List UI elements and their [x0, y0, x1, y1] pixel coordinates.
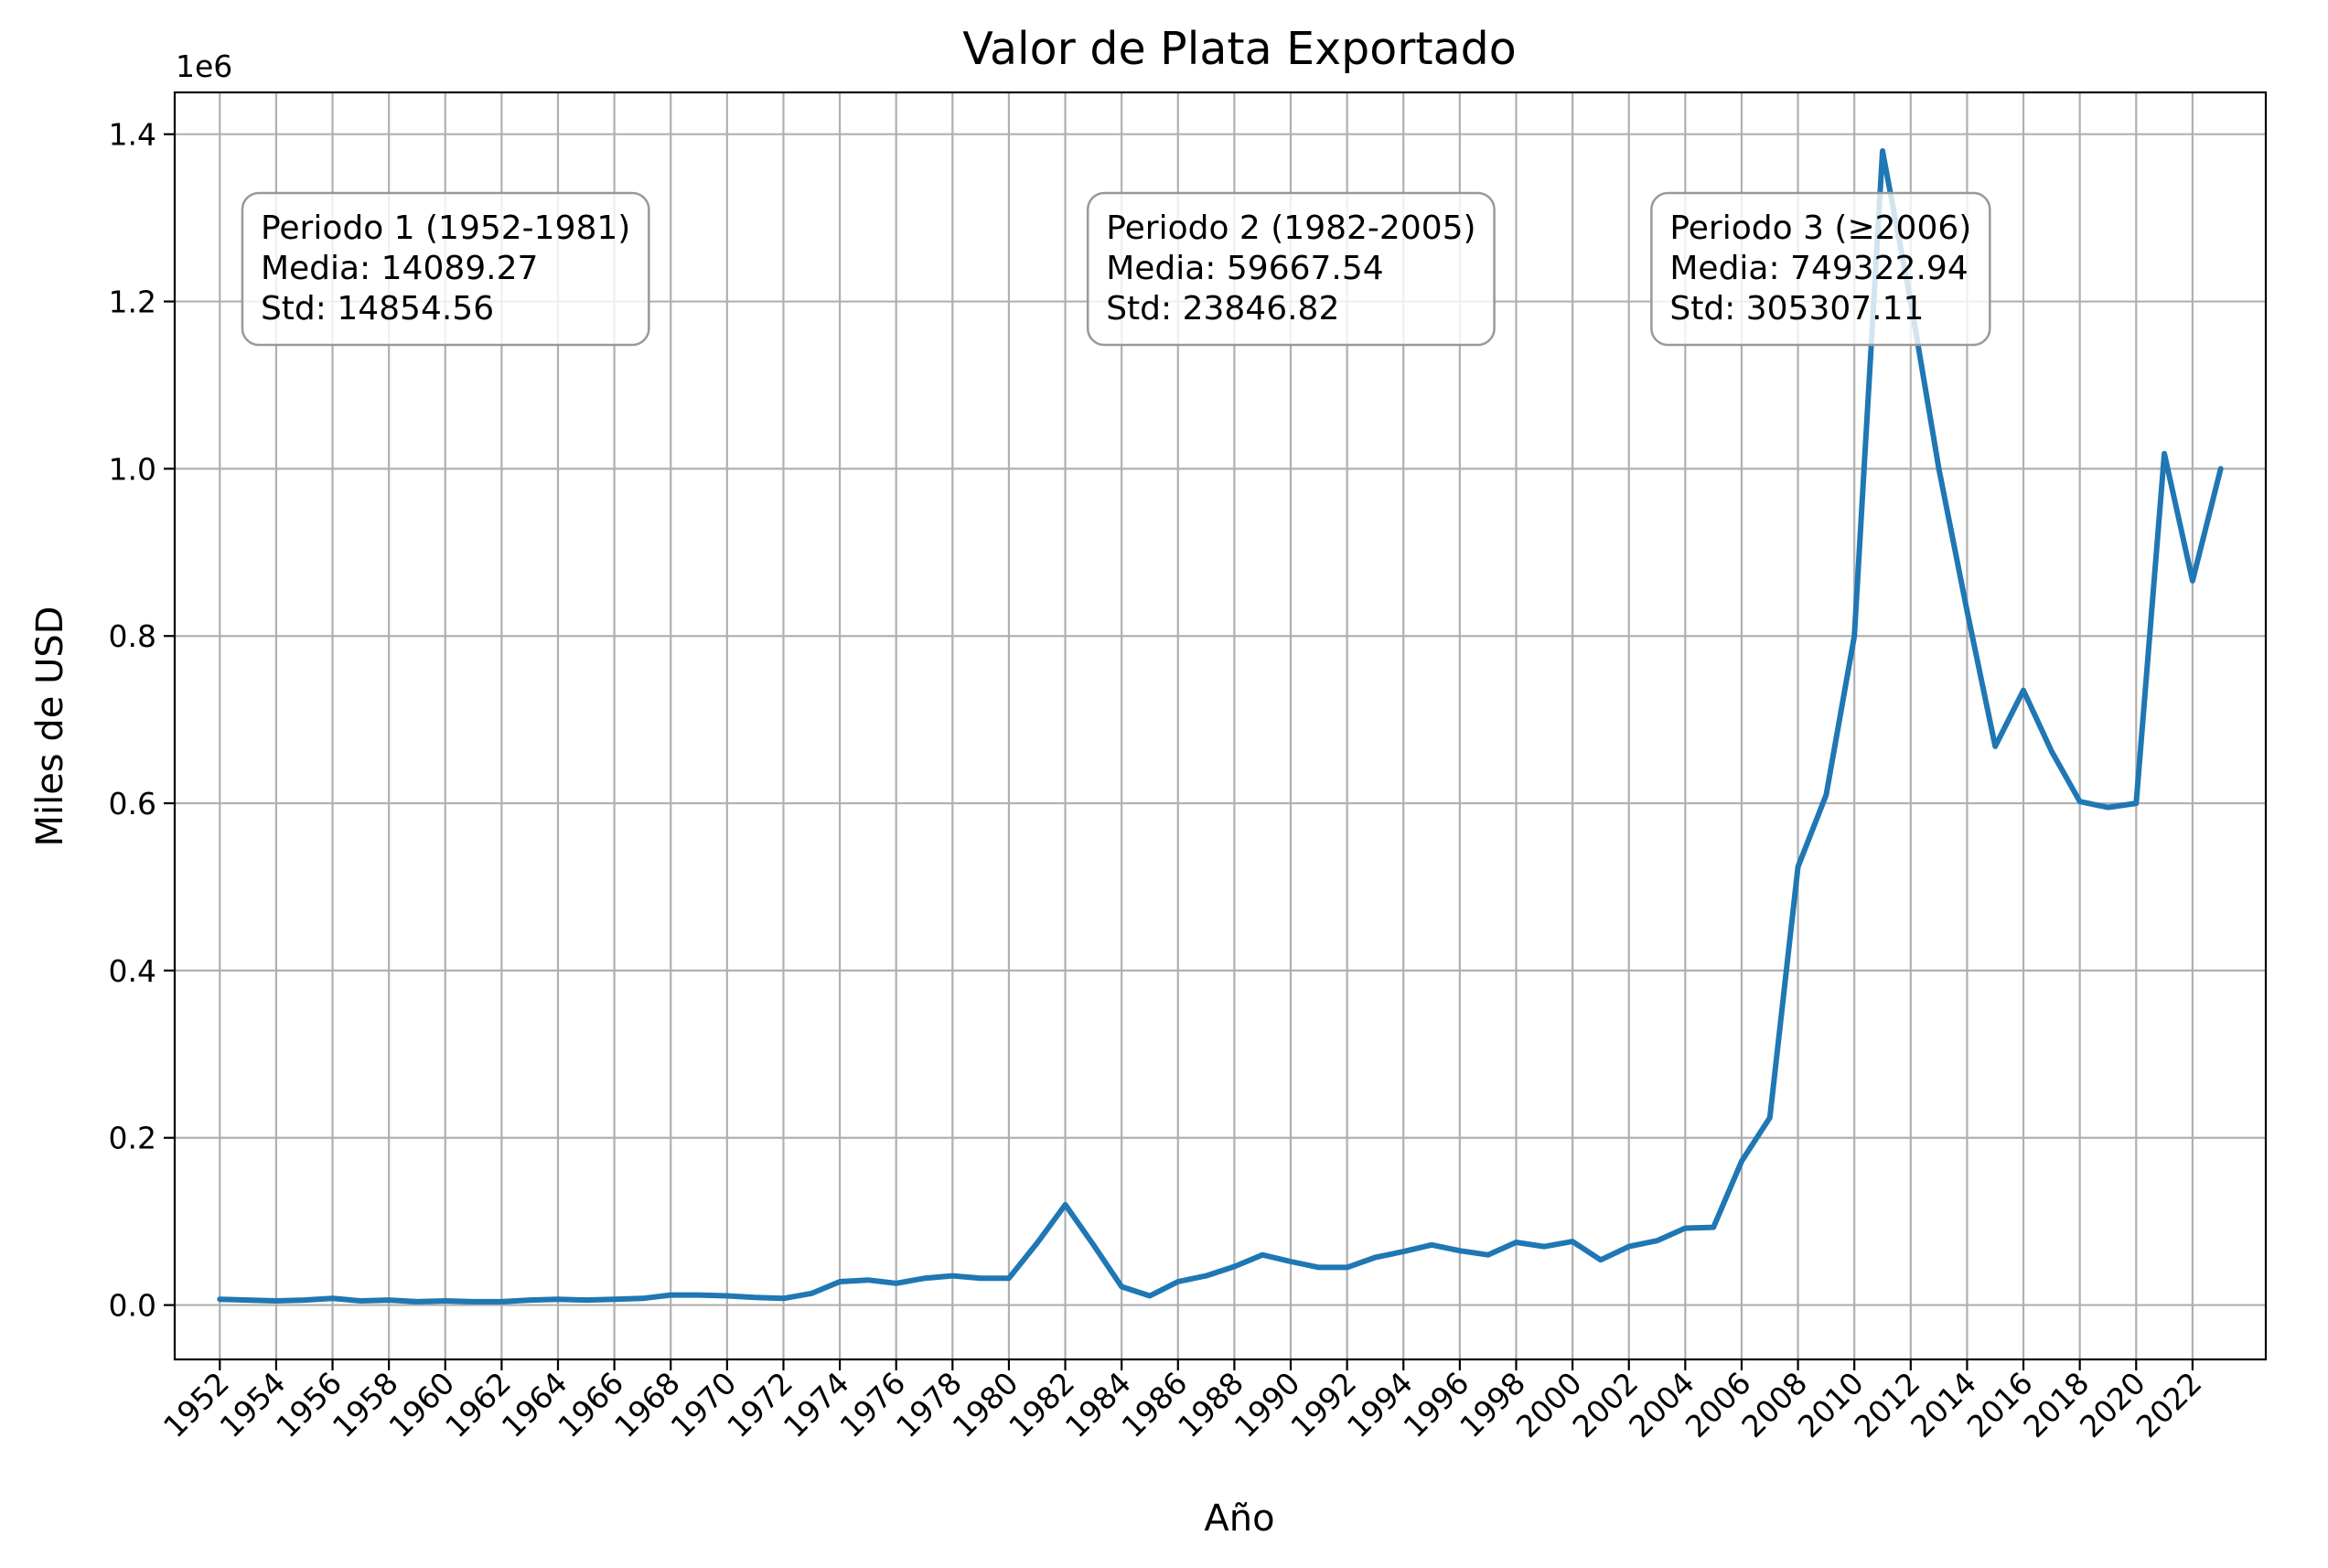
series-line [217, 148, 2224, 1305]
annotation-frame [241, 191, 650, 347]
x-axis-label: Año [1204, 1498, 1274, 1540]
annotation-frame [1650, 191, 1991, 347]
y-offset-label: 1e6 [176, 48, 232, 84]
y-tick-label: 0.4 [109, 953, 156, 989]
annotation-layer: Periodo 1 (1952-1981)Media: 14089.27Std:… [241, 191, 1991, 347]
annotation-text: Media: 14089.27 [261, 250, 538, 287]
y-tick-label: 1.2 [109, 285, 156, 320]
annotation-text: Periodo 1 (1952-1981) [261, 209, 630, 247]
annotation-text: Periodo 2 (1982-2005) [1106, 209, 1475, 247]
series-layer [217, 148, 2224, 1305]
annotation-box: Periodo 2 (1982-2005)Media: 59667.54Std:… [1086, 191, 1496, 347]
plot-frame [173, 91, 2268, 1361]
y-tick-label: 0.8 [109, 618, 156, 654]
annotation-text: Media: 749322.94 [1669, 250, 1968, 287]
y-axis-label: Miles de USD [29, 606, 71, 846]
y-tick-label: 0.0 [109, 1288, 156, 1324]
annotation-text: Periodo 3 (≥2006) [1669, 209, 1971, 247]
y-tick-label: 1.0 [109, 451, 156, 487]
annotation-text: Std: 23846.82 [1106, 290, 1339, 328]
annotation-box: Periodo 1 (1952-1981)Media: 14089.27Std:… [241, 191, 650, 347]
chart-title: Valor de Plata Exportado [962, 23, 1516, 75]
y-tick-label: 0.2 [109, 1121, 156, 1156]
annotation-text: Std: 305307.11 [1669, 290, 1924, 328]
y-tick-label: 1.4 [109, 117, 156, 153]
y-tick-label: 0.6 [109, 786, 156, 822]
annotation-frame [1086, 191, 1496, 347]
annotation-text: Std: 14854.56 [261, 290, 494, 328]
annotation-text: Media: 59667.54 [1106, 250, 1383, 287]
